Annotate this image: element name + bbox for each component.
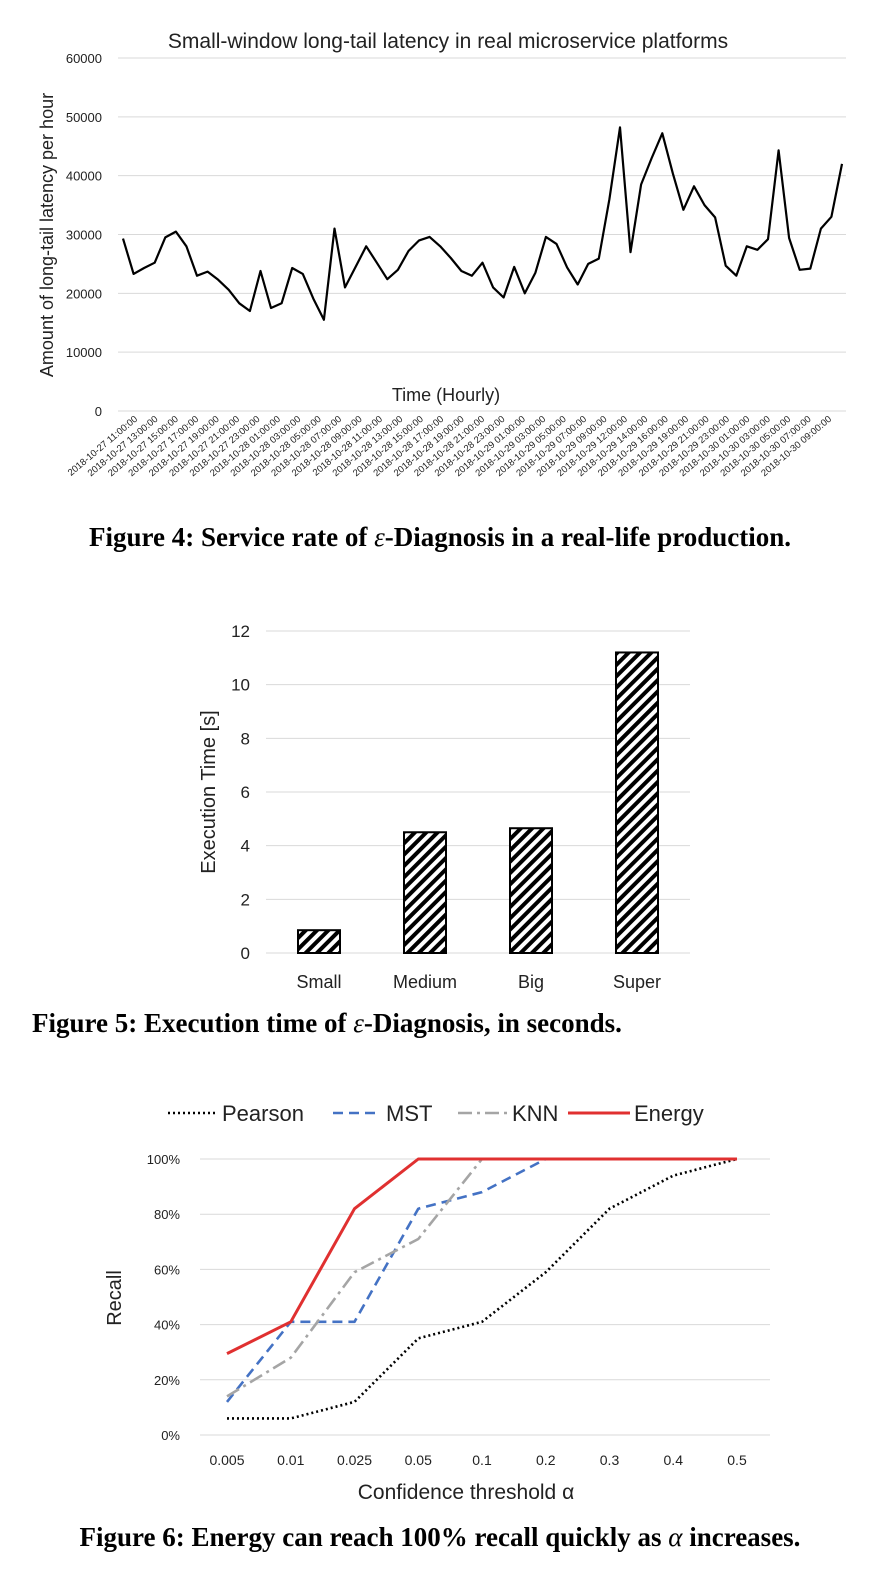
x-tick-label: 0.4	[664, 1452, 684, 1468]
y-tick-label: 80%	[154, 1207, 180, 1222]
x-tick-label: 0.2	[536, 1452, 556, 1468]
bar-medium	[403, 831, 447, 954]
figure-4-caption: Figure 4: Service rate of ε-Diagnosis in…	[0, 522, 880, 553]
y-tick-label: 60%	[154, 1262, 180, 1277]
y-tick-label: 40%	[154, 1318, 180, 1333]
x-tick-label: 0.01	[277, 1452, 304, 1468]
caption-text: Figure 6: Energy can reach 100% recall q…	[79, 1522, 669, 1552]
execution-time-bar-chart: 0 2 4 6 8 10 12 Execution Time [s] Small Medium…	[198, 622, 690, 992]
y-tick-label: 30000	[66, 228, 102, 243]
series-line-knn	[226, 1157, 737, 1398]
y-tick-label: 0%	[161, 1428, 180, 1443]
x-tick-label: 0.5	[727, 1452, 747, 1468]
chart2-y-axis-label: Execution Time [s]	[198, 710, 220, 873]
x-tick-label: 0.005	[209, 1452, 244, 1468]
legend-label-pearson: Pearson	[222, 1101, 304, 1126]
caption-text: -Diagnosis in a real-life production.	[384, 522, 792, 552]
chart3-x-axis-label: Confidence threshold α	[358, 1481, 574, 1504]
x-tick-label: Small	[296, 972, 341, 992]
y-tick-label: 40000	[66, 169, 102, 184]
caption-symbol: α	[668, 1522, 683, 1552]
legend-label-knn: KNN	[512, 1101, 558, 1126]
y-tick-label: 0	[241, 944, 250, 963]
caption-text: Figure 5: Execution time of	[32, 1008, 354, 1038]
y-tick-label: 4	[241, 837, 250, 856]
bar-small	[297, 929, 341, 954]
y-tick-label: 10	[231, 676, 250, 695]
y-tick-label: 50000	[66, 110, 102, 125]
x-tick-label: 0.05	[405, 1452, 432, 1468]
caption-text: -Diagnosis, in seconds.	[363, 1008, 622, 1038]
bar-super	[615, 651, 659, 954]
caption-symbol: ε	[353, 1008, 364, 1038]
caption-symbol: ε	[374, 522, 385, 552]
y-tick-label: 2	[241, 890, 250, 909]
legend-label-energy: Energy	[634, 1101, 704, 1126]
y-tick-label: 100%	[147, 1152, 181, 1167]
chart1-title: Small-window long-tail latency in real m…	[168, 30, 728, 53]
x-tick-label: Big	[518, 972, 544, 992]
y-tick-label: 20000	[66, 286, 102, 301]
y-tick-label: 10000	[66, 345, 102, 360]
chart1-y-axis-label: Amount of long-tail latency per hour	[37, 93, 57, 377]
y-tick-label: 20%	[154, 1373, 180, 1388]
y-tick-label: 8	[241, 729, 250, 748]
caption-text: increases.	[682, 1522, 801, 1552]
recall-line-chart: Pearson MST KNN Energy 0% 20% 40% 60% 80% 100% 0…	[104, 1101, 770, 1504]
x-tick-label: Super	[613, 972, 661, 992]
series-line-latency	[121, 126, 844, 321]
x-tick-label: 0.1	[472, 1452, 492, 1468]
y-tick-label: 0	[95, 404, 102, 419]
x-tick-label: 0.3	[600, 1452, 620, 1468]
legend-label-mst: MST	[386, 1101, 432, 1126]
y-tick-label: 6	[241, 783, 250, 802]
y-tick-label: 12	[231, 622, 250, 641]
chart3-y-axis-label: Recall	[104, 1270, 126, 1326]
series-line-energy	[226, 1157, 737, 1355]
series-line-mst	[225, 1157, 737, 1403]
caption-text: Figure 4: Service rate of	[88, 522, 375, 552]
y-tick-label: 60000	[66, 51, 102, 66]
bar-big	[509, 827, 553, 954]
figure-6-caption: Figure 6: Energy can reach 100% recall q…	[0, 1522, 880, 1553]
figure-5-caption: Figure 5: Execution time of ε-Diagnosis,…	[32, 1008, 622, 1039]
chart1-x-axis-label: Time (Hourly)	[392, 385, 500, 405]
x-tick-label: Medium	[393, 972, 457, 992]
x-tick-label: 0.025	[337, 1452, 372, 1468]
latency-line-chart: Small-window long-tail latency in real m…	[37, 30, 846, 479]
series-line-pearson	[227, 1157, 738, 1420]
